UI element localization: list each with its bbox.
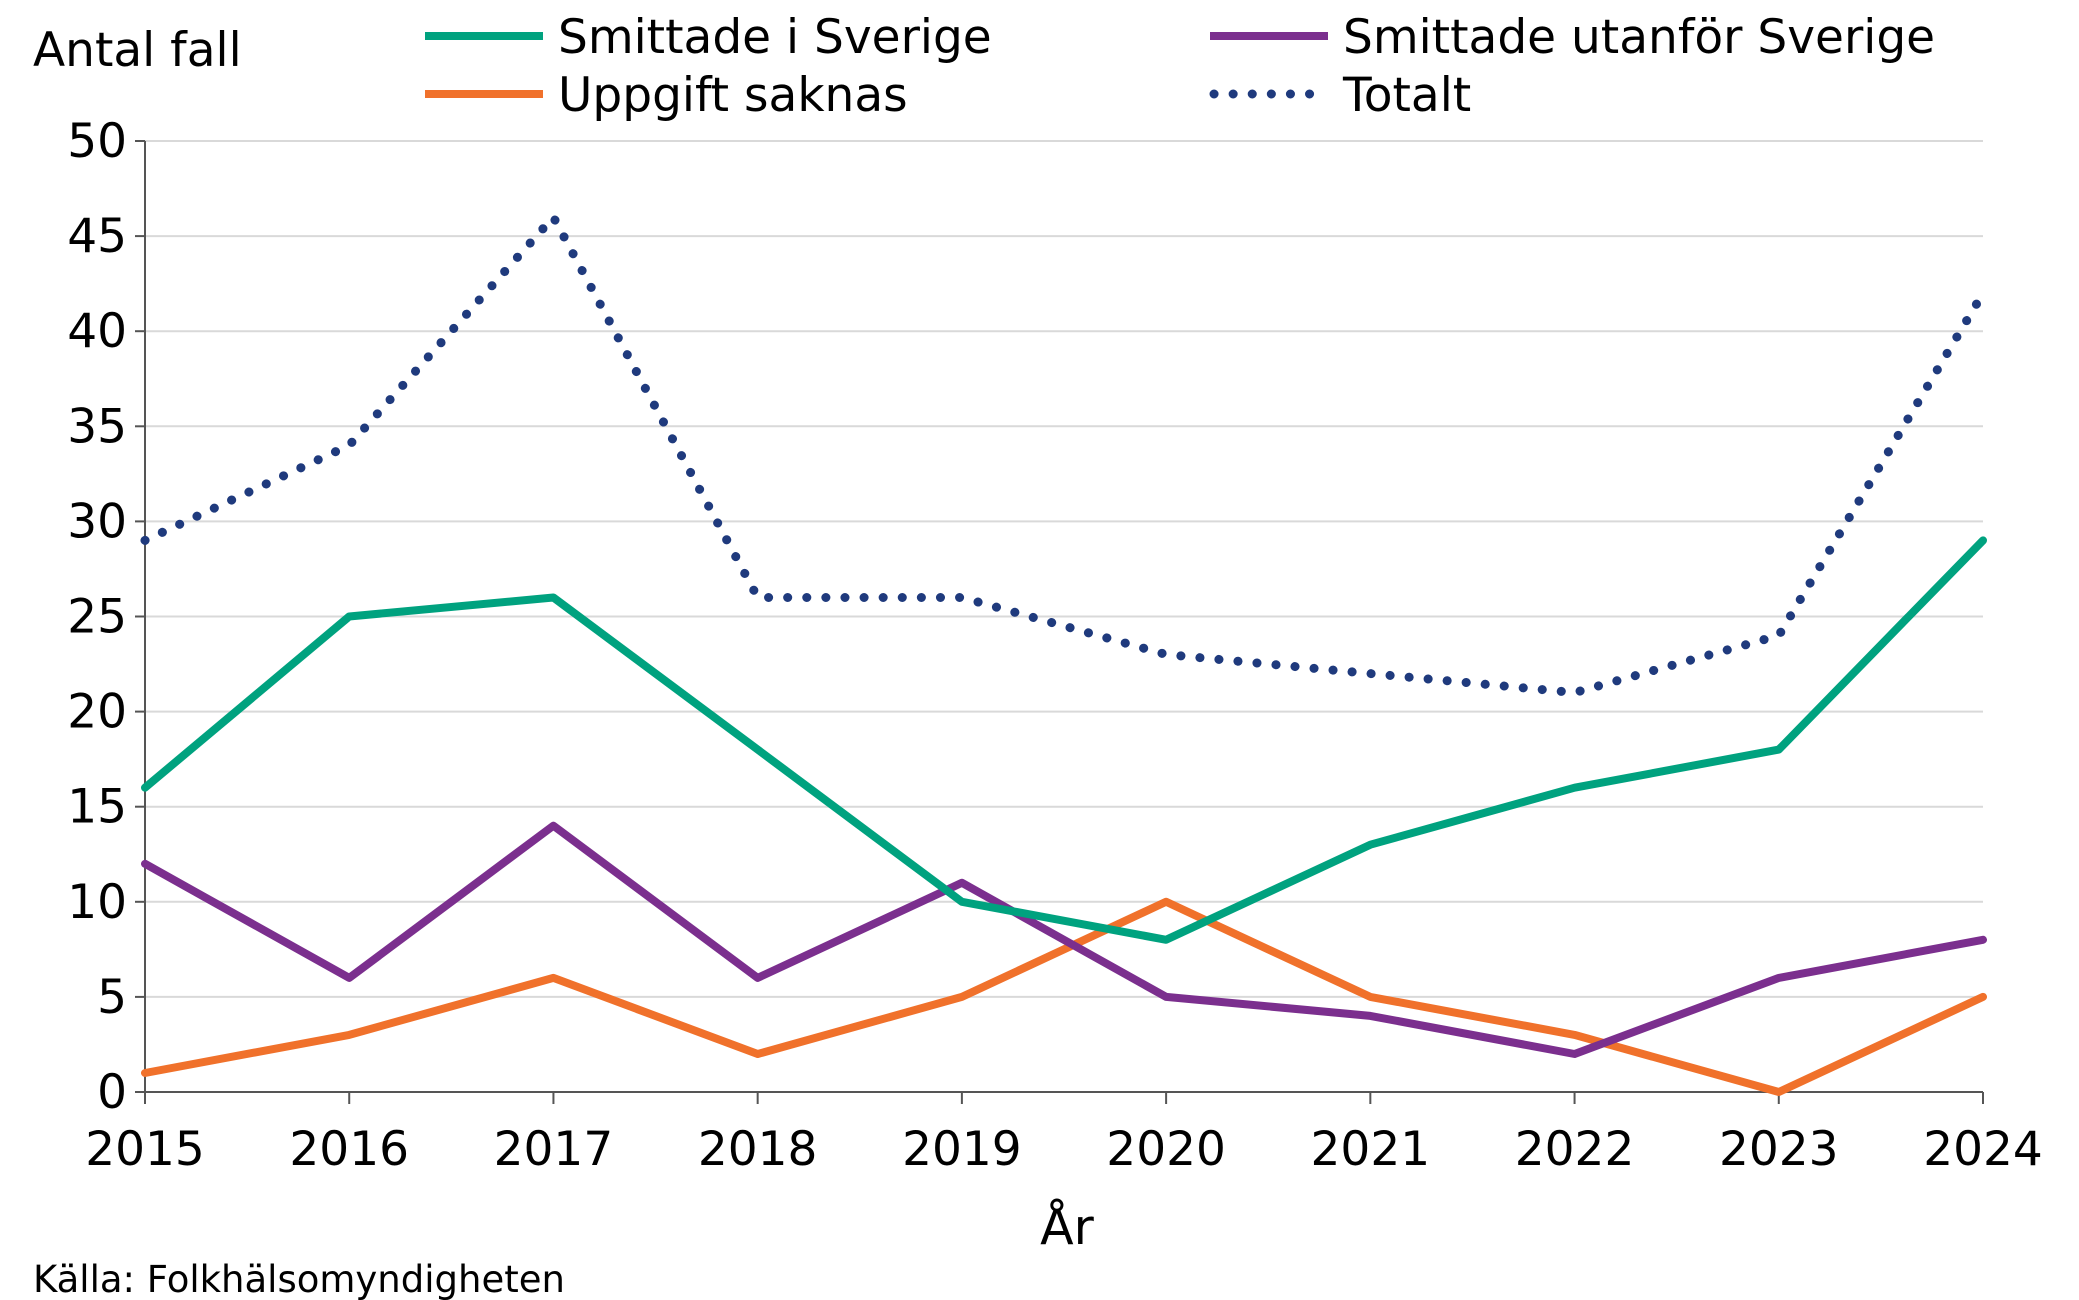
y-tick-label: 30 bbox=[67, 494, 127, 549]
x-tick-label: 2023 bbox=[1719, 1122, 1839, 1177]
axes bbox=[135, 140, 1984, 1104]
y-tick-label: 20 bbox=[67, 685, 127, 740]
y-axis-label: Antal fall bbox=[33, 23, 242, 78]
x-tick-label: 2020 bbox=[1106, 1122, 1226, 1177]
x-tick-label: 2016 bbox=[289, 1122, 409, 1177]
y-tick-label: 25 bbox=[67, 590, 127, 645]
legend-label: Smittade i Sverige bbox=[558, 10, 992, 65]
x-tick-label: 2022 bbox=[1515, 1122, 1635, 1177]
source-note: Källa: Folkhälsomyndigheten bbox=[33, 1258, 565, 1300]
y-tick-labels: 0 5 10 15 20 25 30 35 40 45 50 bbox=[67, 114, 127, 1120]
series-line-smittade-utanf-r-sverige bbox=[141, 821, 1987, 1058]
x-tick-label: 2015 bbox=[85, 1122, 205, 1177]
series-line-smittade-i-sverige bbox=[141, 536, 1987, 944]
legend-label: Smittade utanför Sverige bbox=[1343, 10, 1935, 65]
y-tick-label: 5 bbox=[97, 970, 127, 1025]
x-tick-labels: 2015 2016 2017 2018 2019 2020 2021 2022 2023 2024 bbox=[85, 1122, 2043, 1177]
x-tick-label: 2018 bbox=[698, 1122, 818, 1177]
legend: Smittade i Sverige Smittade utanför Sveri… bbox=[425, 10, 1935, 123]
legend-label: Totalt bbox=[1342, 68, 1471, 123]
series-line-uppgift-saknas bbox=[141, 897, 1987, 1096]
y-tick-label: 15 bbox=[67, 780, 127, 835]
x-axis-label: År bbox=[1040, 1197, 1095, 1256]
x-tick-label: 2019 bbox=[902, 1122, 1022, 1177]
y-tick-label: 10 bbox=[67, 875, 127, 930]
y-tick-label: 50 bbox=[67, 114, 127, 169]
legend-label: Uppgift saknas bbox=[558, 68, 908, 123]
y-tick-label: 0 bbox=[97, 1065, 127, 1120]
y-tick-label: 40 bbox=[67, 304, 127, 359]
x-tick-label: 2021 bbox=[1311, 1122, 1431, 1177]
x-tick-label: 2017 bbox=[494, 1122, 614, 1177]
series-lines bbox=[140, 212, 1988, 1096]
x-tick-label: 2024 bbox=[1923, 1122, 2043, 1177]
y-tick-label: 45 bbox=[67, 209, 127, 264]
y-tick-label: 35 bbox=[67, 399, 127, 454]
series-line-totalt bbox=[140, 212, 1988, 698]
gridlines bbox=[145, 140, 1983, 998]
